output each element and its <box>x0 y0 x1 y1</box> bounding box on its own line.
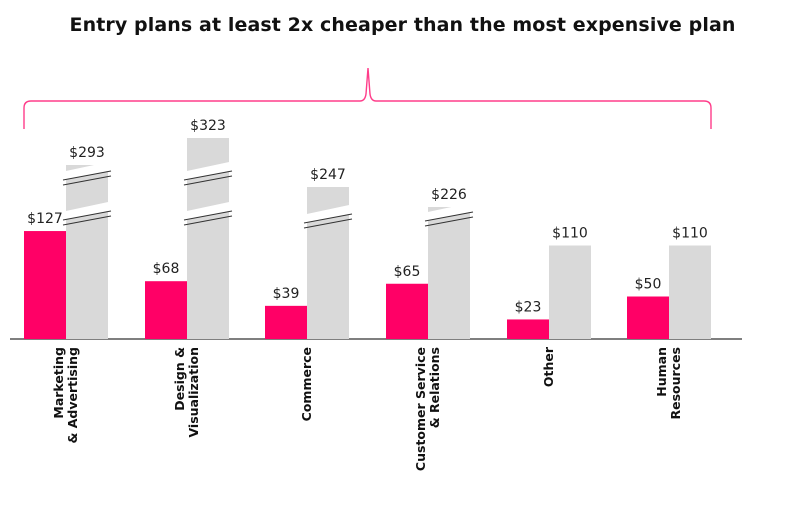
expensive-plan-bar <box>669 245 711 339</box>
category-label: Customer Service <box>413 347 428 471</box>
category-label: Design & <box>172 347 187 411</box>
axis-break-gap <box>63 161 111 181</box>
entry-plan-bar <box>386 283 428 339</box>
axis-break-line <box>424 211 474 222</box>
axis-break-line <box>183 210 233 221</box>
entry-plan-bar <box>627 296 669 339</box>
expensive-plan-value-label: $110 <box>552 226 588 242</box>
expensive-plan-value-label: $226 <box>431 187 467 203</box>
axis-break-line <box>424 216 474 227</box>
entry-plan-bar <box>24 231 66 339</box>
category-label: & Relations <box>427 347 442 428</box>
axis-break-gap <box>63 201 111 221</box>
category-label: Marketing <box>51 347 66 419</box>
axis-break-line <box>62 210 112 221</box>
expensive-plan-bar <box>549 245 591 339</box>
expensive-plan-value-label: $323 <box>190 118 226 134</box>
axis-break-line <box>62 215 112 226</box>
axis-break-line <box>183 215 233 226</box>
bracket <box>23 67 712 129</box>
entry-plan-bar <box>265 305 307 339</box>
axis-break-gap <box>184 201 232 221</box>
entry-plan-value-label: $65 <box>394 264 421 280</box>
category-label: Commerce <box>299 347 314 421</box>
expensive-plan-bar <box>66 165 108 339</box>
entry-plan-value-label: $39 <box>273 286 300 302</box>
axis-break-gap <box>304 204 352 224</box>
chart-title: Entry plans at least 2x cheaper than the… <box>69 14 736 36</box>
axis-break-line <box>183 170 233 181</box>
entry-plan-value-label: $23 <box>515 299 542 315</box>
entry-plan-value-label: $127 <box>27 211 63 227</box>
category-label: Other <box>541 346 556 387</box>
axis-break-line <box>62 170 112 181</box>
category-label: & Advertising <box>65 347 80 444</box>
axis-break-line <box>62 175 112 186</box>
axis-break-gap <box>184 161 232 181</box>
axis-break-line <box>183 175 233 186</box>
expensive-plan-value-label: $110 <box>672 226 708 242</box>
axis-break-line <box>303 213 353 224</box>
axis-break-gap <box>425 202 473 222</box>
category-label: Human <box>654 347 669 397</box>
expensive-plan-bar <box>428 207 470 339</box>
entry-plan-value-label: $50 <box>635 277 662 293</box>
entry-plan-bar <box>145 281 187 339</box>
category-label: Visualization <box>186 347 201 438</box>
entry-plan-value-label: $68 <box>153 261 180 277</box>
expensive-plan-value-label: $247 <box>310 167 346 183</box>
axis-break-line <box>303 218 353 229</box>
category-label: Resources <box>668 347 683 420</box>
entry-plan-bar <box>507 319 549 339</box>
expensive-plan-value-label: $293 <box>69 145 105 161</box>
